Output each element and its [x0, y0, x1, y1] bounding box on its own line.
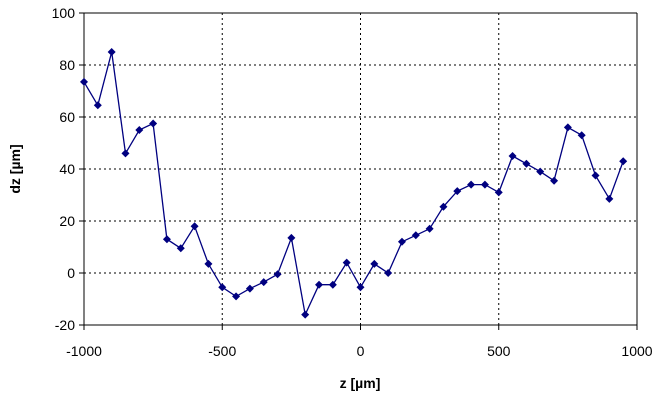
x-axis-title: z [µm] [340, 375, 381, 391]
x-tick-label: 1000 [621, 343, 652, 359]
y-tick-label: 80 [59, 57, 75, 73]
series-line [83, 51, 624, 317]
data-point [162, 235, 171, 244]
data-point [135, 126, 144, 134]
data-point [245, 284, 254, 293]
data-point [176, 244, 185, 253]
x-tick-label: 0 [357, 343, 365, 359]
x-tick-label: -500 [208, 343, 236, 359]
data-point [536, 167, 545, 176]
data-point [522, 159, 531, 168]
data-point [287, 233, 296, 242]
data-point [453, 187, 462, 196]
data-point [273, 270, 282, 279]
data-point [218, 283, 227, 292]
data-series [80, 48, 628, 319]
y-tick-label: 100 [52, 5, 76, 21]
y-tick-label: 60 [59, 109, 75, 125]
data-point [315, 280, 324, 289]
x-tick-label: -1000 [66, 343, 102, 359]
data-point [190, 222, 199, 231]
x-tick-label: 500 [487, 343, 511, 359]
grid-lines [84, 13, 637, 325]
data-point [121, 149, 130, 158]
y-axis-title: dz [µm] [7, 144, 23, 193]
x-axis-ticks: -1000 -500 0 500 1000 [66, 325, 653, 359]
data-point [605, 194, 614, 203]
data-point [563, 123, 572, 132]
data-point [480, 180, 489, 189]
data-point [204, 259, 213, 268]
data-point [259, 278, 268, 287]
data-point [370, 259, 379, 268]
data-point [577, 131, 586, 140]
data-point [342, 258, 351, 267]
data-point [93, 101, 102, 110]
data-point [80, 77, 88, 86]
data-point [439, 202, 448, 211]
data-point [397, 237, 406, 246]
y-tick-label: 0 [67, 265, 75, 281]
data-point [411, 231, 420, 240]
data-point [384, 269, 393, 277]
data-point [467, 180, 476, 189]
y-tick-label: 40 [59, 161, 75, 177]
data-point [591, 171, 600, 180]
data-point [328, 280, 337, 289]
data-point [494, 188, 503, 197]
data-point [425, 224, 434, 233]
y-tick-label: -20 [55, 317, 75, 333]
data-point [149, 119, 158, 128]
data-point [107, 48, 116, 56]
data-point [550, 176, 559, 185]
y-tick-label: 20 [59, 213, 75, 229]
data-point [508, 152, 517, 160]
data-point [232, 292, 241, 301]
y-axis-ticks: -20 0 20 40 60 80 100 [52, 5, 84, 333]
data-point [619, 157, 628, 166]
data-point [301, 310, 310, 319]
data-point [356, 283, 365, 292]
